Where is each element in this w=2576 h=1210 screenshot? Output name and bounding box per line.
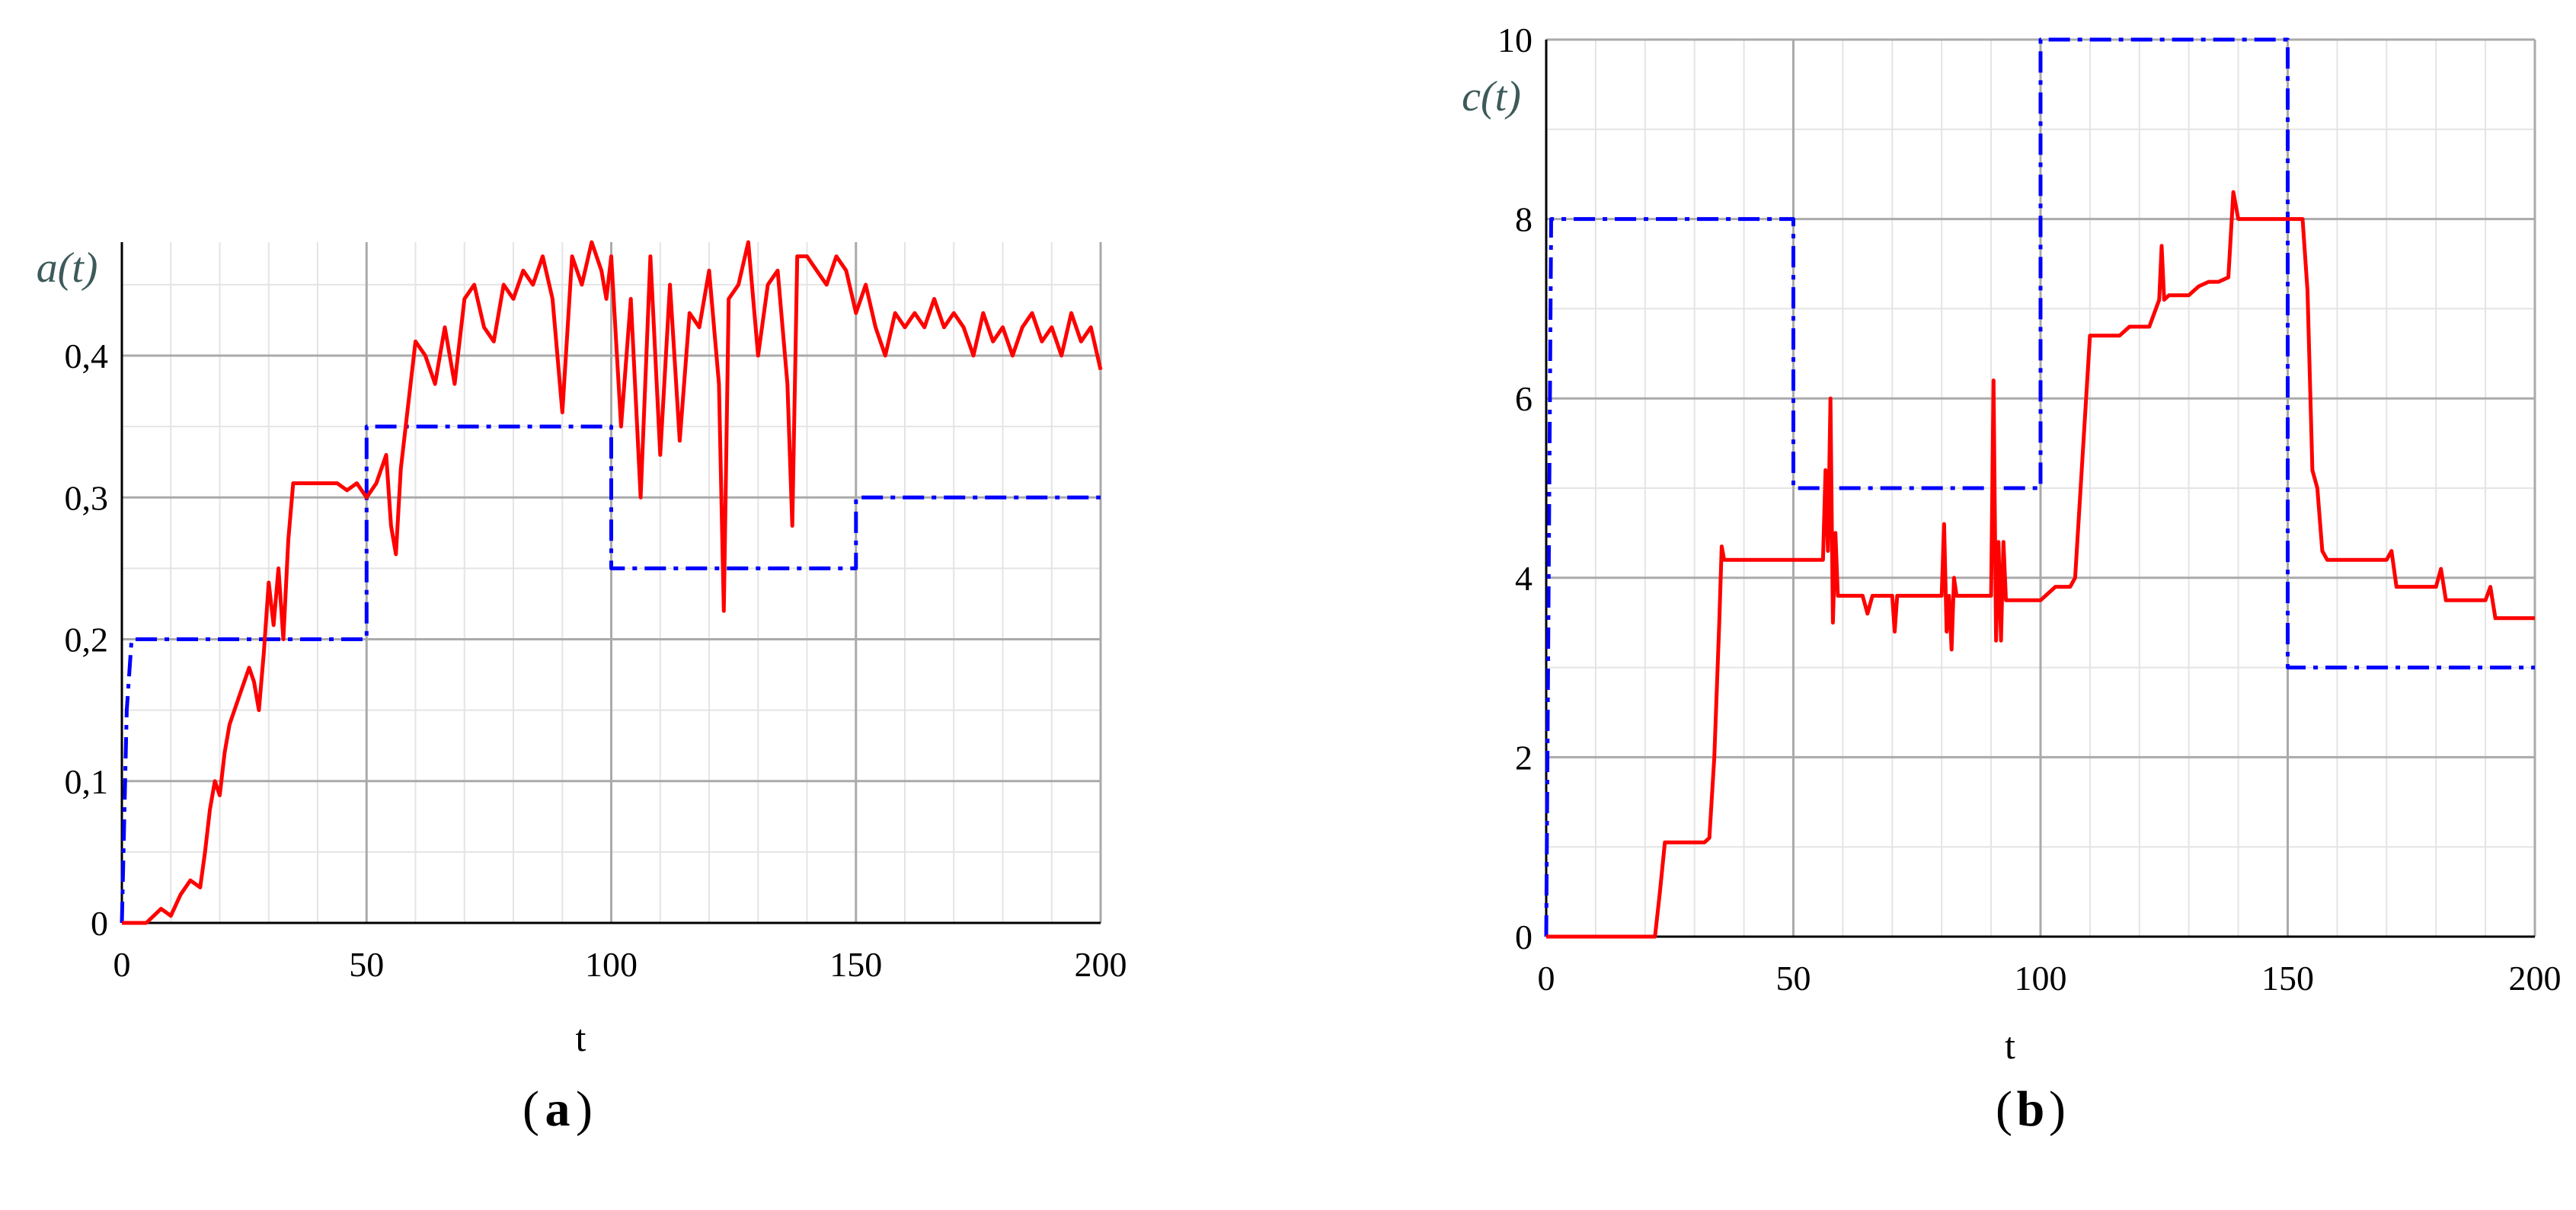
x-tick-label: 200 xyxy=(1075,945,1127,984)
series-line-blue xyxy=(120,424,1101,924)
x-tick-label: 100 xyxy=(585,945,638,984)
chart-b: 0 50 100 150 200 0 2 4 6 8 10 c(t) t xyxy=(1462,21,2561,1067)
y-tick-label: 6 xyxy=(1515,379,1532,418)
y-axis-label: c(t) xyxy=(1462,73,1521,120)
x-tick-label: 150 xyxy=(829,945,882,984)
y-tick-label: 10 xyxy=(1497,21,1532,59)
y-tick-label: 0,1 xyxy=(65,762,109,801)
y-tick-label: 0,2 xyxy=(65,621,109,659)
x-axis-label: t xyxy=(576,1017,586,1059)
panel-label-b: b xyxy=(2017,1081,2045,1137)
panel-label-b-open: ( xyxy=(1996,1081,2012,1137)
x-axis-label: t xyxy=(2005,1024,2015,1067)
y-tick-label: 0 xyxy=(91,904,108,943)
panel-label-a: a xyxy=(545,1081,570,1137)
y-axis-label: a(t) xyxy=(37,244,98,292)
series-line-red xyxy=(122,240,1103,925)
y-tick-label: 2 xyxy=(1515,738,1532,777)
panel-label-b-close: ) xyxy=(2049,1081,2066,1137)
panel-label-a-open: ( xyxy=(523,1081,539,1137)
x-tick-label: 50 xyxy=(1776,959,1811,998)
x-tick-label: 0 xyxy=(1538,959,1555,998)
y-tick-label: 0 xyxy=(1515,918,1532,956)
panel-label-a-close: ) xyxy=(576,1081,593,1137)
x-tick-label: 150 xyxy=(2261,959,2314,998)
y-tick-label: 4 xyxy=(1515,559,1532,598)
x-tick-label: 0 xyxy=(113,945,131,984)
x-tick-label: 50 xyxy=(349,945,384,984)
x-tick-label: 100 xyxy=(2015,959,2067,998)
y-tick-label: 0,3 xyxy=(65,478,109,517)
series-line-blue xyxy=(1544,37,2535,937)
x-tick-label: 200 xyxy=(2509,959,2562,998)
series-line-red xyxy=(1546,190,2535,939)
chart-a: 0 50 100 150 200 0 0,1 0,2 0,3 0,4 a(t) t xyxy=(37,240,1127,1059)
y-tick-label: 0,4 xyxy=(65,337,109,375)
y-tick-label: 8 xyxy=(1515,200,1532,239)
